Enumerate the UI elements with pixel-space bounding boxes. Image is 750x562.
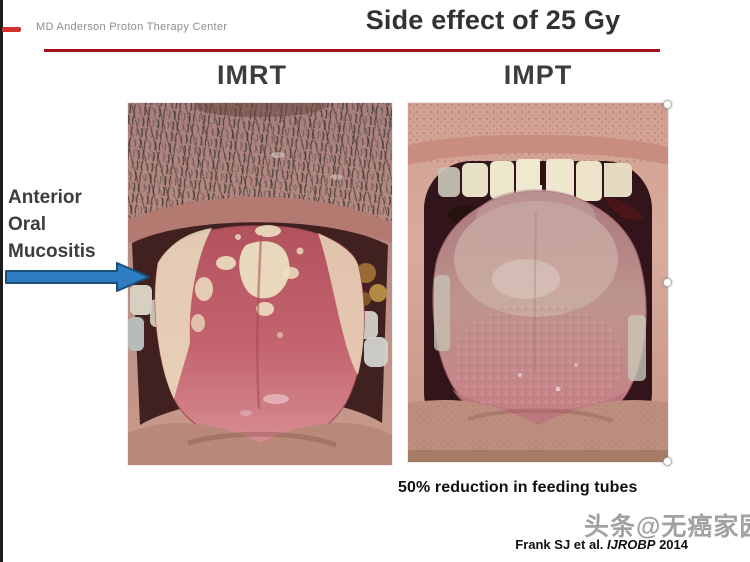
- right-arrow-icon: [5, 261, 151, 293]
- annotation-line-2: Oral: [8, 214, 47, 235]
- impt-tongue: [432, 189, 647, 434]
- left-edge-border: [0, 0, 3, 562]
- citation-journal: IJROBP: [607, 537, 656, 552]
- watermark-text: 头条@无癌家园i: [584, 513, 750, 541]
- logo-text: MD Anderson Proton Therapy Center: [36, 21, 228, 33]
- citation-year: 2014: [659, 537, 688, 552]
- slide-title: Side effect of 25 Gy: [365, 5, 621, 35]
- md-anderson-logo-mark: [2, 27, 21, 32]
- imrt-photo: [128, 103, 392, 465]
- annotation-line-1: Anterior: [8, 187, 82, 208]
- imrt-chin: [128, 422, 392, 465]
- imrt-tongue: [154, 225, 365, 447]
- column-header-impt: IMPT: [503, 60, 573, 90]
- title-underline: [44, 49, 660, 52]
- citation: Frank SJ et al. IJROBP 2014: [387, 537, 688, 552]
- column-header-imrt: IMRT: [217, 60, 287, 90]
- result-text: 50% reduction in feeding tubes: [398, 479, 638, 496]
- annotation-label: Anterior Oral Mucositis: [8, 184, 96, 265]
- selection-handle-top-right[interactable]: [663, 100, 672, 109]
- impt-chin: [408, 399, 668, 462]
- imrt-mucositis-patches: [155, 225, 364, 399]
- selection-handle-bottom-right[interactable]: [663, 457, 672, 466]
- citation-authors: Frank SJ et al.: [515, 537, 604, 552]
- impt-photo: [408, 103, 668, 462]
- annotation-line-3: Mucositis: [8, 241, 96, 262]
- selection-handle-middle-right[interactable]: [663, 278, 672, 287]
